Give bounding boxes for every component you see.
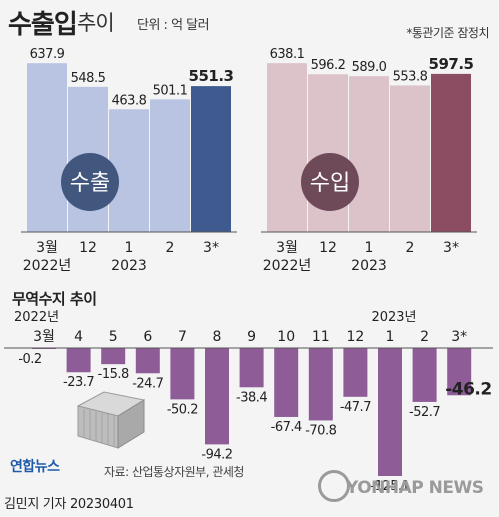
yonhap-logo: 연합뉴스: [10, 459, 60, 475]
import-tick-label: 1: [365, 240, 374, 256]
export-year-label: 2022년: [23, 258, 72, 274]
export-chart: 637.9 3월 548.5 12 463.8 1 501.1 2 551.3 3* 2022년 20…: [21, 47, 237, 274]
export-bar: [27, 63, 67, 233]
balance-title: 무역수지 추이: [12, 290, 97, 308]
import-year-label: 2023: [351, 258, 387, 274]
balance-tick-label: 3*: [451, 329, 467, 345]
balance-bar: [412, 348, 437, 402]
import-tick-label: 2: [406, 240, 415, 256]
basis-note: *통관기준 잠정치: [406, 26, 489, 40]
balance-tick-label: 11: [312, 329, 330, 345]
balance-year-label: 2022년: [14, 310, 59, 325]
balance-tick-label: 9: [247, 329, 256, 345]
balance-tick-label: 1: [386, 329, 395, 345]
balance-value-label: -24.7: [132, 376, 163, 391]
import-badge: [301, 153, 359, 211]
balance-bar: [205, 348, 229, 445]
balance-tick-label: 2: [420, 329, 429, 345]
balance-value-label: -38.4: [236, 390, 267, 405]
balance-bar: [308, 348, 333, 421]
import-bar: [267, 63, 307, 232]
import-value-label: 596.2: [311, 58, 346, 73]
byline: 김민지 기자 20230401: [4, 497, 134, 512]
balance-bar: [170, 348, 195, 400]
balance-tick-label: 4: [74, 329, 83, 345]
balance-value-label: -46.2: [445, 379, 492, 399]
import-value-label: 638.1: [270, 47, 305, 62]
balance-tick-label: 8: [213, 329, 222, 345]
source-note: 자료: 산업통상자원부, 관세청: [104, 465, 244, 479]
export-value-label: 548.5: [71, 71, 106, 86]
page-title: 수출입: [8, 10, 78, 40]
export-bar: [191, 86, 231, 232]
balance-bar: [239, 348, 264, 388]
export-tick-label: 3*: [203, 240, 219, 256]
balance-tick-label: 5: [109, 329, 118, 345]
export-tick-label: 1: [125, 240, 134, 256]
export-year-label: 2023: [111, 258, 147, 274]
balance-value-label: -23.7: [63, 375, 94, 390]
export-value-label: 501.1: [153, 83, 188, 98]
balance-tick-label: 12: [346, 329, 364, 345]
import-value-label: 553.8: [393, 69, 428, 84]
balance-tick-label: 10: [277, 329, 295, 345]
balance-chart: 2022년 2023년 3월 -0.2 4 -23.7 5 -15.8 6 -24.7 7 -50.2…: [4, 310, 493, 490]
balance-bar: [378, 348, 402, 476]
export-tick-label: 2: [166, 240, 175, 256]
import-value-label: 597.5: [429, 55, 474, 73]
balance-bar: [343, 348, 368, 397]
import-bar: [349, 76, 389, 232]
import-bar: [431, 73, 471, 233]
import-chart: 638.1 3월 596.2 12 589.0 1 553.8 2 597.5 3* 2022년 20…: [261, 47, 477, 274]
balance-year-label: 2023년: [371, 310, 416, 325]
balance-tick-label: 3월: [33, 329, 55, 345]
container-illustration: [76, 391, 146, 449]
balance-bar: [274, 348, 299, 417]
balance-value-label: -52.7: [409, 405, 440, 420]
export-tick-label: 3월: [36, 240, 58, 256]
balance-tick-label: 6: [143, 329, 152, 345]
balance-value-label: -47.7: [340, 400, 371, 415]
unit-label: 단위 : 억 달러: [137, 18, 210, 33]
page-subtitle: 추이: [77, 11, 115, 35]
import-tick-label: 12: [319, 240, 337, 256]
export-badge: [61, 153, 119, 211]
export-value-label: 637.9: [30, 47, 65, 62]
balance-bar: [66, 348, 91, 373]
import-badge-label: 수입: [310, 171, 350, 196]
balance-value-label: -94.2: [201, 447, 232, 462]
export-bar: [150, 99, 190, 232]
balance-value-label: -50.2: [167, 402, 198, 417]
export-badge-label: 수출: [70, 171, 110, 196]
import-bar: [390, 85, 430, 233]
import-tick-label: 3*: [443, 240, 459, 256]
watermark-text: YONHAP NEWS: [346, 478, 484, 498]
balance-value-label: -125.1: [371, 479, 410, 490]
import-tick-label: 3월: [276, 240, 298, 256]
balance-bar: [135, 348, 160, 374]
balance-bar: [101, 348, 126, 365]
watermark-icon: [318, 470, 350, 502]
balance-bar: [447, 348, 472, 396]
balance-value-label: -70.8: [305, 423, 336, 438]
export-value-label: 551.3: [189, 67, 234, 85]
export-value-label: 463.8: [112, 93, 147, 108]
export-tick-label: 12: [79, 240, 97, 256]
import-year-label: 2022년: [263, 258, 312, 274]
balance-value-label: -67.4: [271, 420, 302, 435]
balance-value-label: -15.8: [98, 367, 129, 382]
balance-tick-label: 7: [178, 329, 187, 345]
balance-value-label: -0.2: [18, 352, 41, 367]
import-value-label: 589.0: [352, 60, 387, 75]
